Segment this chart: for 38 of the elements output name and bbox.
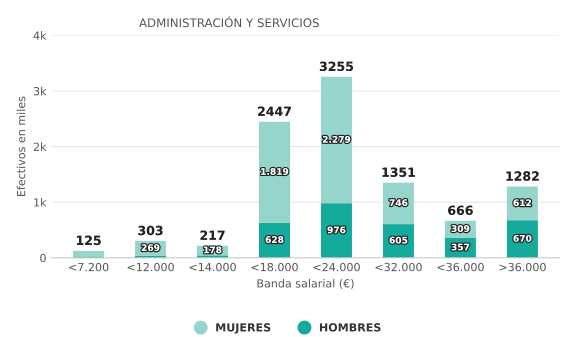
chart-title: ADMINISTRACIÓN Y SERVICIOS — [139, 16, 319, 28]
y-tick-label: 2k — [34, 142, 46, 151]
data-label: 2.279 — [322, 136, 350, 143]
data-label: 976 — [328, 226, 346, 234]
total-label: 303 — [138, 226, 163, 236]
y-tick-label: 0 — [40, 254, 46, 262]
total-label: 3255 — [320, 62, 353, 72]
total-label: 1351 — [382, 167, 415, 177]
legend-label: MUJERES — [216, 323, 270, 334]
x-axis-title: Banda salarial (€) — [257, 278, 354, 289]
x-tick-label: <32.000 — [376, 262, 422, 272]
data-label: 309 — [452, 225, 470, 232]
total-label: 1282 — [506, 171, 539, 181]
data-label: 746 — [390, 199, 408, 206]
data-label: 605 — [390, 236, 408, 244]
total-label: 125 — [76, 236, 101, 246]
data-label: 1.819 — [261, 168, 288, 175]
data-label: 670 — [514, 234, 532, 242]
data-label: 178 — [204, 246, 222, 254]
total-label: 2447 — [258, 106, 291, 116]
y-axis-title: Efectivos en miles — [16, 96, 26, 196]
x-tick-label: <18.000 — [252, 262, 298, 272]
y-tick-label: 1k — [34, 198, 46, 206]
data-label: 357 — [452, 244, 470, 250]
x-tick-label: <14.000 — [190, 262, 236, 272]
x-tick-label: <12.000 — [128, 262, 174, 272]
x-tick-label: <24.000 — [314, 262, 360, 272]
x-tick-label: <7.200 — [69, 262, 108, 272]
total-label: 217 — [200, 230, 225, 240]
y-tick-label: 3k — [34, 86, 46, 96]
x-tick-label: <36.000 — [438, 262, 484, 272]
data-label: 269 — [142, 244, 160, 252]
x-tick-label: >36.000 — [499, 262, 546, 272]
total-label: 666 — [448, 206, 473, 216]
y-tick-label: 4k — [34, 31, 46, 40]
legend-label: HOMBRES — [320, 323, 381, 332]
data-label: 612 — [514, 199, 532, 206]
data-label: 628 — [266, 236, 284, 243]
